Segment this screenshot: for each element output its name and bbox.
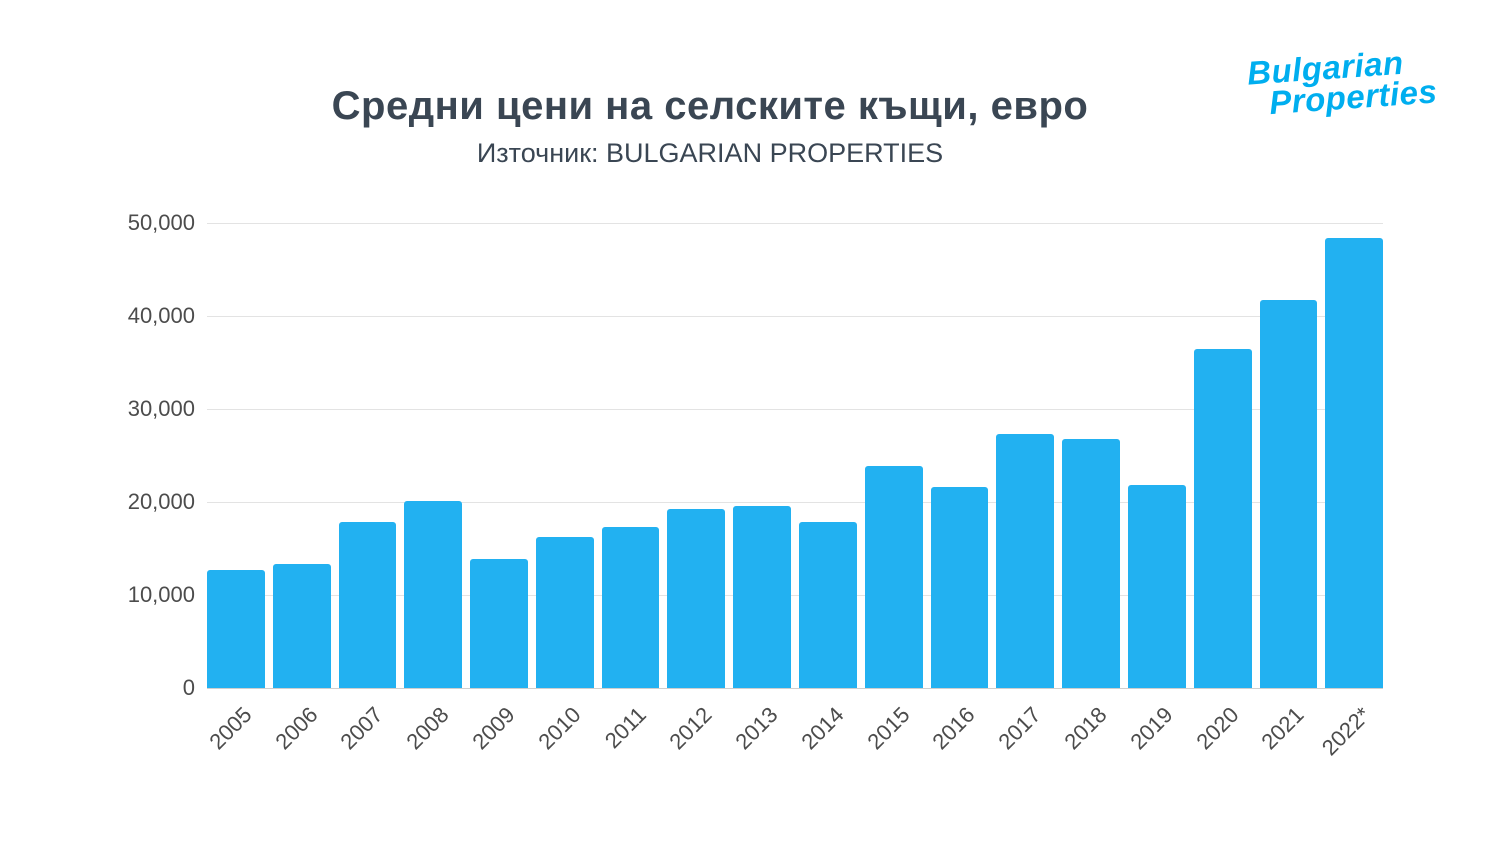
x-axis-tick-label: 2012 [664, 702, 717, 755]
x-axis-tick: 2010 [533, 694, 594, 814]
x-axis-tick: 2018 [1059, 694, 1120, 814]
x-axis-tick-label: 2010 [533, 702, 586, 755]
x-axis-tick: 2021 [1256, 694, 1318, 814]
y-axis-tick-label: 30,000 [127, 396, 195, 421]
bar-2009 [470, 558, 528, 688]
bar-2012 [667, 509, 726, 688]
bar-2005 [207, 569, 265, 688]
x-axis-tick: 2022* [1316, 694, 1383, 814]
bar-2006 [272, 564, 331, 688]
x-axis-tick-label: 2020 [1190, 702, 1244, 755]
x-axis-tick: 2011 [600, 694, 660, 814]
bar-2020 [1193, 348, 1252, 688]
x-axis-tick-label: 2018 [1059, 702, 1112, 755]
bar-2022* [1325, 237, 1384, 688]
x-axis-tick-label: 2011 [600, 702, 652, 754]
x-axis-tick: 2005 [204, 694, 265, 814]
bar-2015 [864, 465, 923, 688]
bar-2010 [535, 537, 594, 688]
gridline [207, 595, 1383, 596]
gridline [207, 409, 1383, 410]
x-axis-tick-label: 2008 [401, 702, 454, 755]
bar-2016 [930, 487, 989, 688]
gridline [207, 502, 1383, 503]
x-axis-tick: 2015 [861, 694, 923, 814]
x-axis-tick: 2016 [927, 694, 989, 814]
y-axis-tick-label: 20,000 [127, 489, 195, 514]
x-axis-tick: 2006 [269, 694, 331, 814]
gridline [207, 316, 1383, 317]
y-axis-tick-label: 40,000 [127, 303, 195, 328]
x-axis-tick: 2013 [730, 694, 791, 814]
chart-title: Средни цени на селските къщи, евро [331, 84, 1089, 128]
x-axis-tick: 2008 [401, 694, 462, 814]
x-axis-tick-label: 2017 [993, 702, 1046, 755]
bar-2011 [601, 527, 660, 688]
x-axis-tick-label: 2013 [730, 702, 783, 755]
plot-area [207, 223, 1384, 689]
bar-2013 [733, 505, 792, 688]
x-axis-tick-label: 2009 [467, 702, 520, 755]
x-axis-tick-label: 2005 [204, 702, 257, 755]
x-axis-tick: 2012 [664, 694, 725, 814]
y-axis-tick-label: 50,000 [127, 210, 195, 235]
x-axis-tick: 2019 [1125, 694, 1186, 814]
y-axis-tick-label: 0 [182, 675, 195, 700]
x-axis-tick: 2014 [796, 694, 857, 814]
y-axis: 0 10,000 20,000 30,000 40,000 50,000 [40, 210, 195, 700]
x-axis-tick-label: 2022* [1316, 702, 1375, 761]
x-axis-tick-label: 2006 [269, 702, 323, 755]
x-axis-tick-label: 2015 [861, 702, 915, 755]
bar-2021 [1259, 300, 1318, 688]
gridline [207, 688, 1383, 689]
x-axis-tick-label: 2019 [1125, 702, 1178, 755]
x-axis-tick: 2009 [467, 694, 528, 814]
x-axis-tick: 2017 [993, 694, 1054, 814]
bar-2008 [404, 501, 463, 688]
bars [207, 223, 1384, 688]
x-axis-tick: 2020 [1190, 694, 1252, 814]
bar-2014 [799, 521, 857, 688]
x-axis-tick-label: 2007 [335, 702, 389, 755]
x-axis-tick-label: 2016 [927, 702, 981, 755]
bar-2017 [996, 434, 1055, 688]
gridline [207, 223, 1383, 224]
x-axis-tick: 2007 [335, 694, 397, 814]
chart-subtitle: Източник: BULGARIAN PROPERTIES [476, 138, 944, 168]
x-axis: 2005 2006 2007 2008 2009 2010 2011 2012 2013 2014… [204, 694, 1383, 814]
y-axis-tick-label: 10,000 [127, 582, 195, 607]
x-axis-tick-label: 2014 [796, 702, 849, 755]
bar-2019 [1127, 485, 1186, 688]
x-axis-tick-label: 2021 [1256, 702, 1309, 755]
bar-2007 [338, 522, 397, 688]
bar-2018 [1062, 438, 1120, 688]
